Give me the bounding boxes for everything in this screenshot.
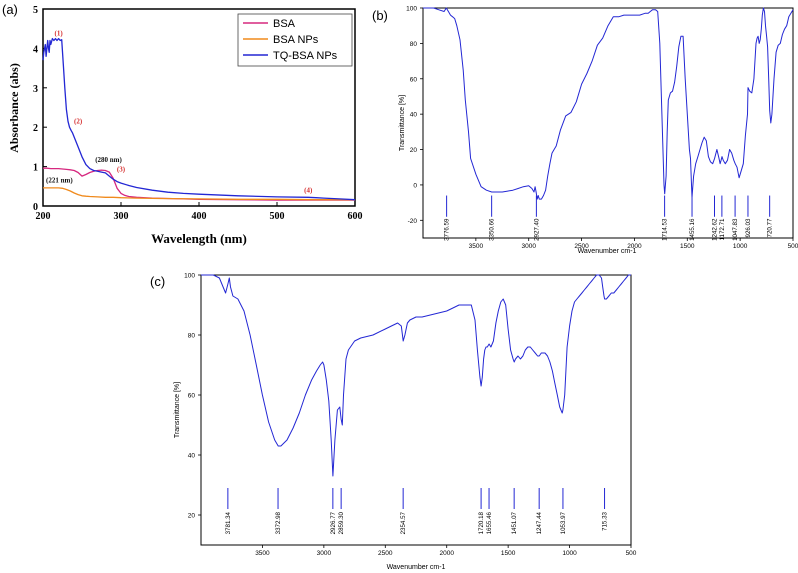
annotation-label: (3): [117, 165, 126, 173]
y-tick-label: 40: [188, 453, 196, 460]
series-line-tq-bsa-nps: [42, 37, 356, 201]
panel-b-ylabel: Transmittance [%]: [399, 95, 406, 151]
panel-label-b: (b): [372, 8, 388, 23]
peak-label: 2354.57: [400, 511, 407, 534]
panel-a-chart: 200 300 400 500 600 0 1 2 3 4 5 (1) (2) (280 nm)(3) (…: [7, 5, 363, 246]
x-tick-label: 1000: [733, 243, 748, 250]
annotation-label: (4): [304, 187, 313, 195]
peak-label: 2926.77: [330, 511, 337, 534]
peak-label: 720.77: [767, 218, 774, 237]
x-tick-label: 3000: [521, 243, 536, 250]
x-tick-label: 200: [36, 211, 51, 222]
y-tick-label: 60: [188, 393, 196, 400]
x-tick-label: 2000: [439, 550, 454, 557]
annotation-label: (221 nm): [46, 176, 73, 184]
peak-label: 3372.98: [275, 511, 282, 534]
y-tick-label: 20: [188, 513, 196, 520]
y-tick-label: 1: [33, 163, 38, 174]
x-tick-label: 500: [788, 243, 798, 250]
x-tick-label: 1500: [501, 550, 516, 557]
y-tick-label: 0: [413, 182, 417, 189]
peak-label: 715.33: [602, 511, 609, 530]
x-tick-label: 3500: [469, 243, 484, 250]
panel-label-a: (a): [2, 2, 18, 17]
x-tick-label: 3500: [255, 550, 270, 557]
annotation-label: (280 nm): [95, 156, 122, 164]
panel-label-c: (c): [150, 274, 165, 289]
peak-label: 2927.40: [533, 218, 540, 241]
y-tick-label: 3: [33, 84, 38, 95]
y-tick-label: 80: [410, 41, 418, 48]
y-tick-label: 100: [184, 273, 195, 280]
peak-label: 1172.71: [719, 218, 726, 240]
x-tick-label: 1000: [562, 550, 577, 557]
x-tick-label: 300: [114, 211, 129, 222]
panel-b-chart: 3500 3000 2500 2000 1500 1000 500 -20 0 20 40 60 80 1…: [399, 6, 798, 256]
panel-a-legend: BSA BSA NPs TQ-BSA NPs: [237, 13, 353, 67]
panel-a-xlabel: Wavelength (nm): [151, 231, 247, 246]
y-tick-label: 60: [410, 76, 418, 83]
y-tick-label: 5: [33, 5, 38, 16]
series-line-spectrum: [201, 274, 631, 477]
legend-label: TQ-BSA NPs: [273, 50, 338, 62]
peak-label: 3776.59: [444, 218, 451, 241]
y-tick-label: 80: [188, 333, 196, 340]
y-tick-label: 2: [33, 123, 38, 134]
x-tick-label: 2500: [378, 550, 393, 557]
peak-label: 1451.07: [511, 511, 518, 534]
x-tick-label: 500: [626, 550, 637, 557]
y-tick-label: -20: [408, 218, 418, 225]
panel-c-xlabel: Wavenumber cm-1: [387, 564, 446, 571]
x-tick-label: 2000: [627, 243, 642, 250]
panel-c-chart: 3500 3000 2500 2000 1500 1000 500 20 40 60 80 100 3…: [174, 273, 637, 572]
peak-label: 1242.62: [711, 218, 718, 241]
series-line-spectrum: [423, 7, 794, 200]
peak-label: 1455.16: [689, 218, 696, 241]
peak-label: 1714.53: [662, 218, 669, 241]
y-tick-label: 4: [33, 44, 38, 55]
x-tick-label: 600: [348, 211, 363, 222]
x-tick-label: 500: [270, 211, 285, 222]
annotation-label: (2): [74, 117, 83, 125]
panel-b-xlabel: Wavenumber cm-1: [578, 248, 637, 255]
legend-label: BSA: [273, 18, 296, 30]
x-tick-label: 2500: [574, 243, 589, 250]
peak-label: 3781.34: [225, 511, 232, 534]
peak-label: 2859.30: [338, 511, 345, 534]
legend-label: BSA NPs: [273, 34, 319, 46]
series-line-bsa-nps: [43, 187, 355, 201]
panel-c-frame: [200, 274, 632, 546]
series-line-bsa: [43, 167, 355, 201]
annotation-label: (1): [55, 29, 64, 37]
x-tick-label: 3000: [317, 550, 332, 557]
peak-label: 1053.97: [560, 511, 567, 534]
y-tick-label: 100: [406, 6, 417, 13]
y-tick-label: 20: [410, 147, 418, 154]
y-tick-label: 40: [410, 112, 418, 119]
y-tick-label: 0: [33, 202, 38, 213]
x-tick-label: 400: [192, 211, 207, 222]
peak-label: 3350.66: [489, 218, 496, 241]
x-tick-label: 1500: [680, 243, 695, 250]
panel-c-ylabel: Transmittance [%]: [174, 382, 181, 438]
peak-label: 1247.44: [536, 511, 543, 534]
peak-label: 1720.18: [478, 511, 485, 534]
peak-label: 1047.83: [732, 218, 739, 241]
peak-label: 1655.46: [486, 511, 493, 534]
panel-b-frame: [422, 7, 794, 239]
panel-a-ylabel: Absorbance (abs): [7, 63, 21, 153]
peak-label: 926.03: [745, 218, 752, 237]
